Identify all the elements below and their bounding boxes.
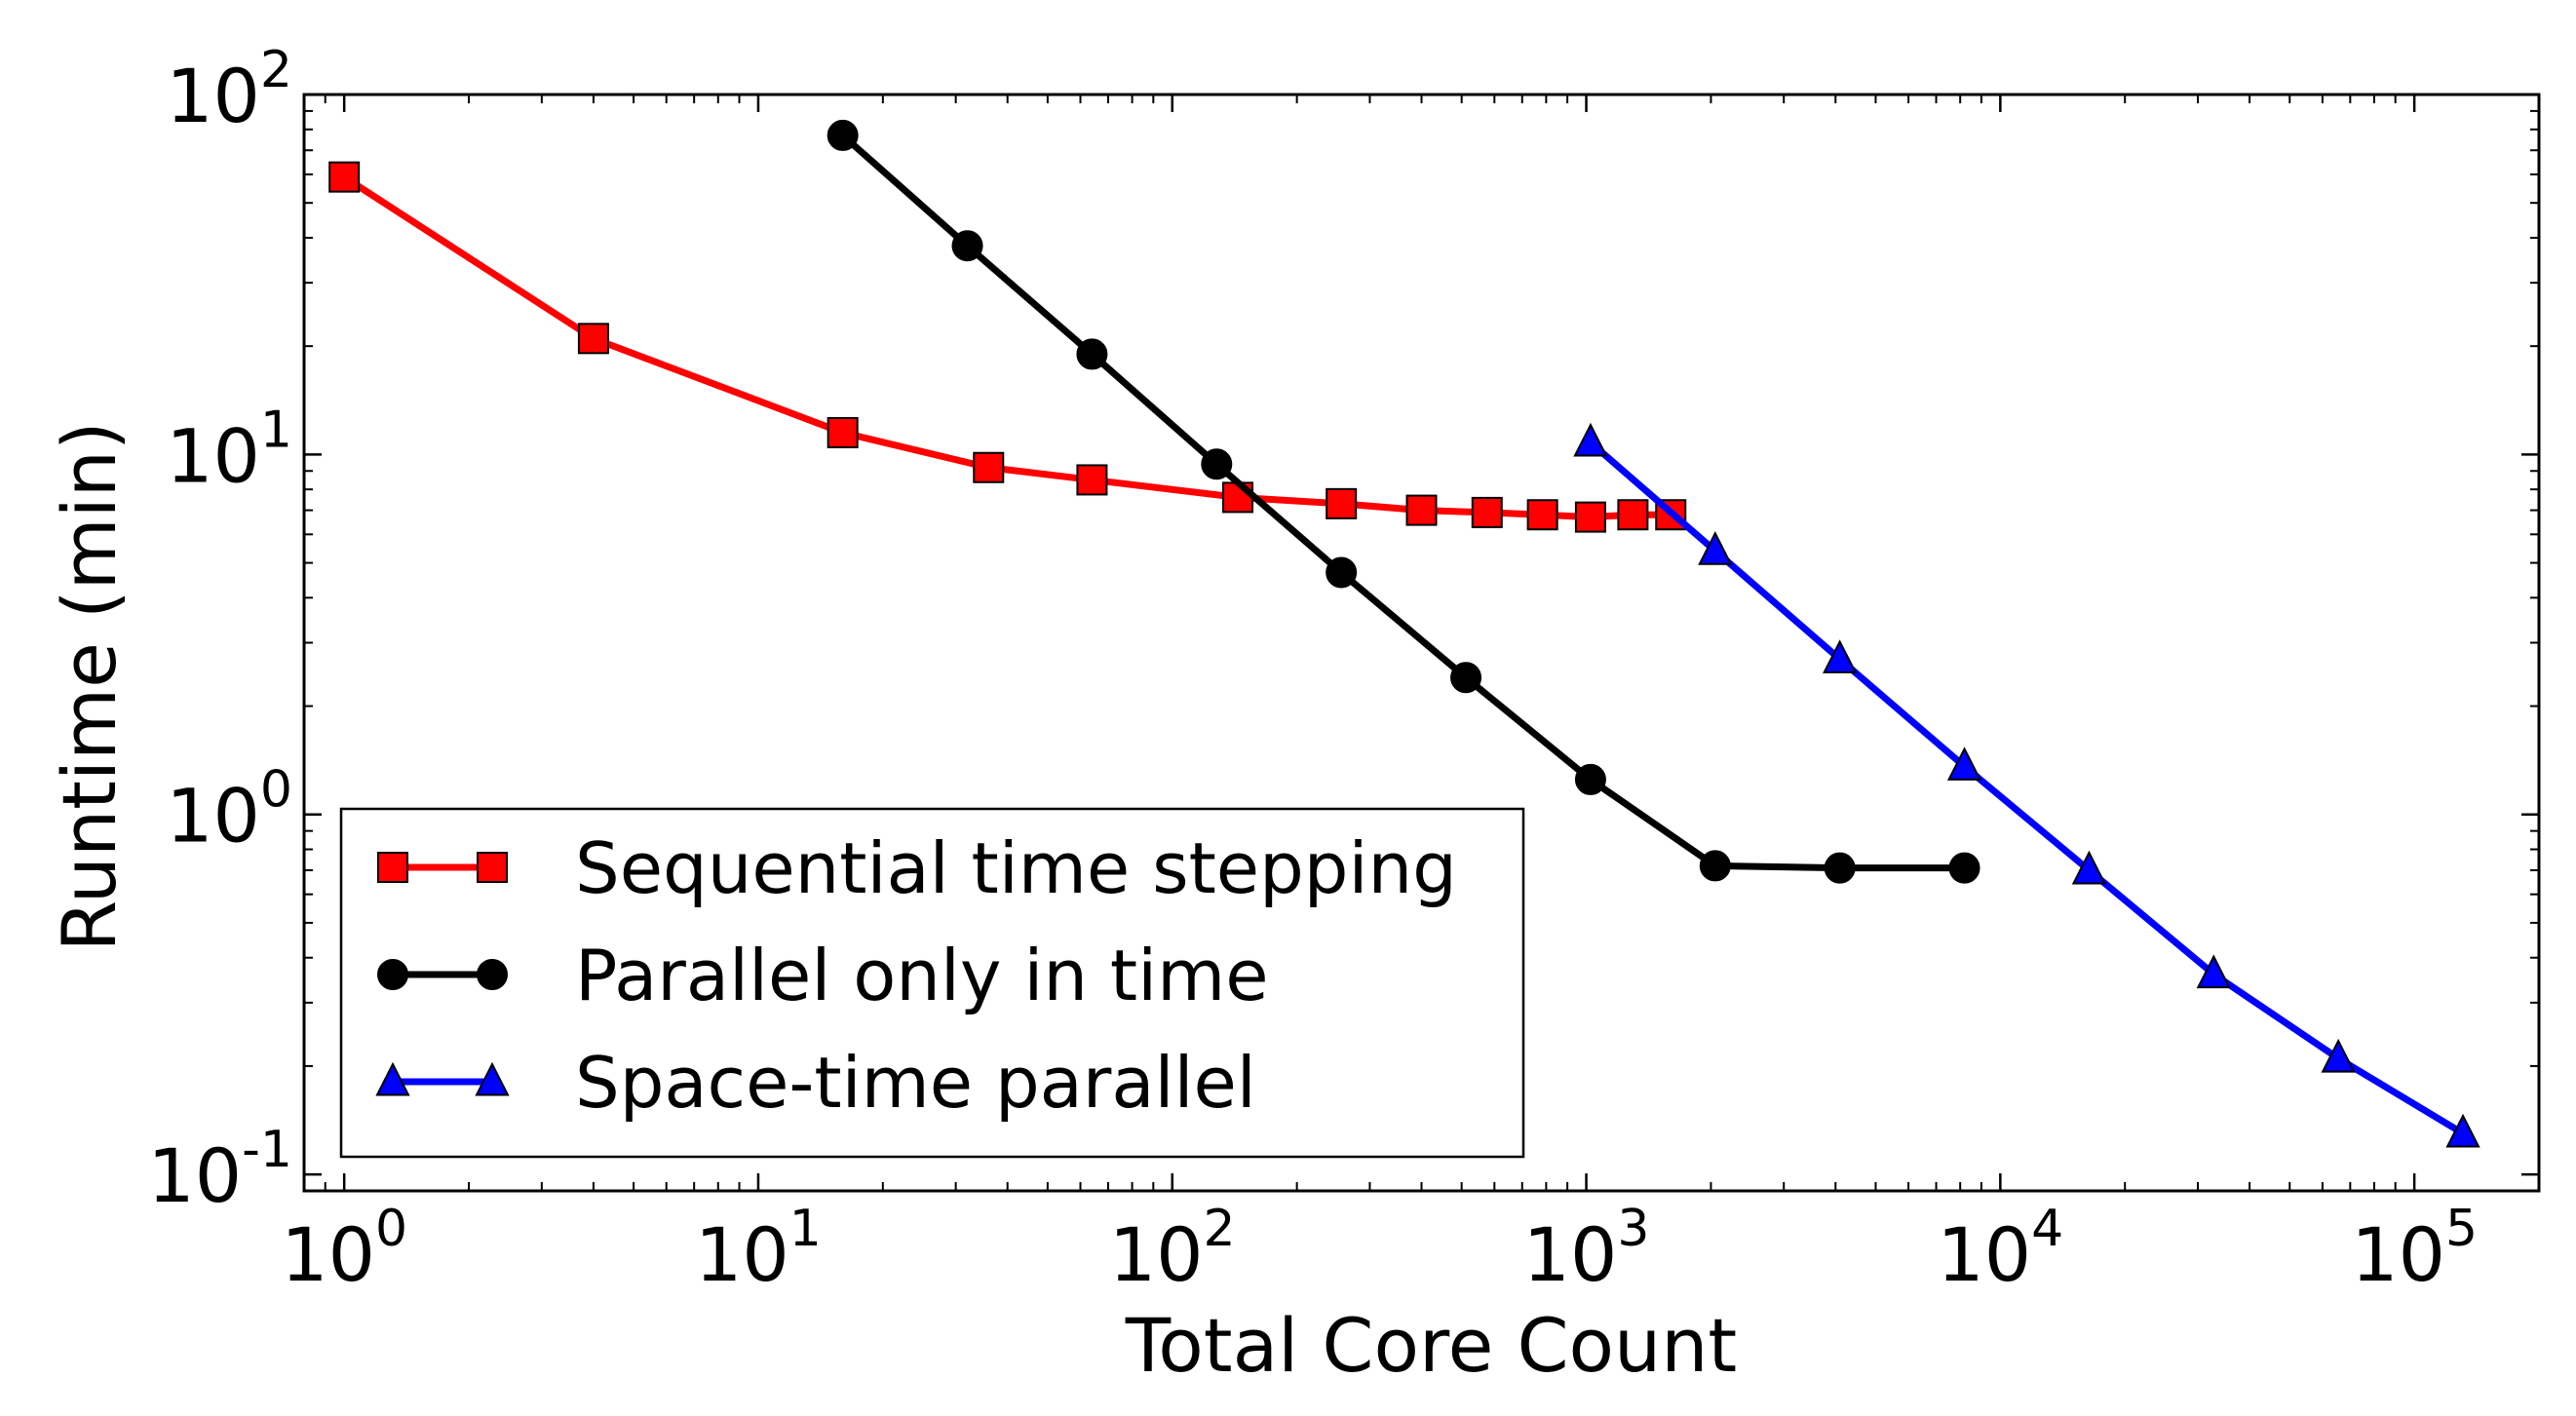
y-tick-exponent: 2: [260, 41, 292, 99]
x-tick-label: 101: [695, 1200, 822, 1298]
x-tick-label: 103: [1523, 1200, 1650, 1298]
legend-item: Space-time parallel: [375, 1042, 1256, 1124]
data-point: [1076, 338, 1108, 370]
legend-item: Parallel only in time: [377, 935, 1269, 1016]
data-point: [1573, 422, 1608, 457]
legend: Sequential time stepping Parallel only in…: [339, 807, 1525, 1159]
data-point: [1698, 531, 1733, 565]
data-point: [1574, 501, 1606, 533]
data-point: [1326, 556, 1358, 589]
x-tick-label: 102: [1109, 1200, 1236, 1298]
x-tick-base: 10: [281, 1211, 375, 1298]
data-point: [1824, 852, 1856, 884]
data-point: [1699, 850, 1731, 882]
x-tick-base: 10: [695, 1211, 789, 1298]
data-point: [951, 230, 983, 262]
legend-marker: [377, 959, 408, 990]
legend-box: [339, 807, 1525, 1159]
plot-frame: [302, 93, 2541, 1193]
x-tick-label: 105: [2351, 1200, 2478, 1298]
x-tick-base: 10: [1523, 1211, 1618, 1298]
x-tick-exponent: 0: [375, 1200, 407, 1258]
data-point: [1405, 494, 1438, 526]
data-point: [2445, 1113, 2480, 1148]
data-point: [1823, 639, 1858, 673]
x-tick-exponent: 2: [1204, 1200, 1236, 1258]
x-tick-base: 10: [1937, 1211, 2031, 1298]
data-point: [1201, 448, 1233, 480]
data-point: [1948, 852, 1980, 884]
x-tick-base: 10: [2351, 1211, 2445, 1298]
legend-marker: [477, 852, 508, 883]
data-point: [1574, 763, 1606, 795]
x-axis-label: Total Core Count: [1125, 1302, 1737, 1389]
legend-label: Parallel only in time: [575, 935, 1269, 1016]
x-tick-exponent: 5: [2445, 1200, 2478, 1258]
legend-marker: [477, 959, 508, 990]
series-triangle: [1573, 422, 2480, 1148]
y-tick-label: 101: [166, 401, 292, 499]
y-tick-label: 100: [166, 761, 292, 860]
y-tick-base: 10: [166, 53, 260, 139]
data-point: [1617, 499, 1649, 531]
data-point: [827, 119, 859, 151]
data-point: [577, 323, 609, 355]
series-line: [1588, 440, 2465, 1137]
legend-label: Space-time parallel: [575, 1042, 1256, 1124]
data-point: [2196, 954, 2231, 989]
series: [328, 119, 2480, 1148]
data-point: [973, 451, 1005, 483]
x-tick-base: 10: [1109, 1211, 1204, 1298]
legend-marker: [475, 1061, 510, 1096]
data-point: [1526, 499, 1558, 531]
y-tick-label: 102: [166, 41, 292, 139]
series-square: [328, 161, 1687, 533]
series-circle: [827, 119, 1980, 884]
data-point: [827, 416, 859, 448]
data-point: [1450, 662, 1482, 694]
data-point: [1471, 496, 1503, 528]
data-point: [2321, 1038, 2356, 1073]
data-point: [1076, 464, 1108, 496]
y-axis-label: Runtime (min): [46, 421, 133, 951]
data-point: [328, 161, 361, 193]
legend-marker: [377, 852, 408, 883]
series-line: [840, 133, 1965, 872]
data-point: [2071, 850, 2107, 885]
x-tick-exponent: 4: [2031, 1200, 2063, 1258]
data-point: [1326, 487, 1358, 519]
x-tick-label: 100: [281, 1200, 407, 1298]
y-tick-label: 10-1: [147, 1121, 292, 1219]
y-tick-base: 10: [166, 412, 260, 499]
y-tick-base: 10: [147, 1132, 242, 1219]
y-tick-exponent: 0: [260, 761, 292, 820]
y-tick-exponent: -1: [242, 1121, 292, 1179]
legend-marker: [375, 1061, 410, 1096]
legend-item: Sequential time stepping: [377, 827, 1457, 909]
data-point: [1946, 746, 1982, 781]
series-line: [342, 173, 1672, 521]
y-tick-base: 10: [166, 773, 260, 860]
x-tick-exponent: 1: [789, 1200, 822, 1258]
legend-label: Sequential time stepping: [575, 827, 1457, 909]
x-tick-label: 104: [1937, 1200, 2063, 1298]
x-tick-exponent: 3: [1617, 1200, 1649, 1258]
y-tick-exponent: 1: [260, 401, 292, 459]
